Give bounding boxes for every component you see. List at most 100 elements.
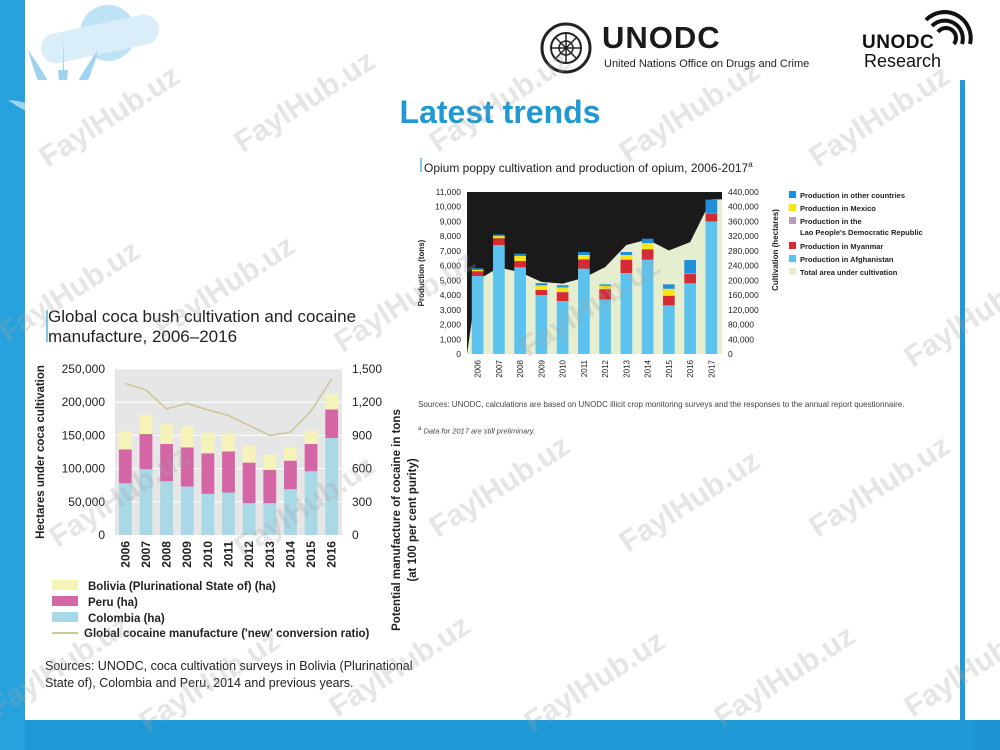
chart2-bar-mexico [514, 255, 526, 262]
chart2-x-tick: 2011 [580, 359, 589, 377]
chart1-y-tick: 250,000 [62, 362, 106, 376]
chart1-bar-bolivia [263, 454, 277, 470]
chart1-bar-bolivia [325, 394, 339, 410]
chart1-legend-label-colombia: Colombia (ha) [88, 613, 165, 625]
chart1-y2-label-line2: (at 100 per cent purity) [407, 458, 419, 582]
chart2-bar-mexico [535, 285, 548, 290]
chart1-bar-peru [118, 449, 132, 484]
chart2-legend-swatch-myanmar [789, 242, 796, 249]
chart1-legend-label-peru: Peru (ha) [88, 597, 138, 609]
chart2-bar-afghanistan [556, 300, 569, 354]
chart2-bar-afghanistan [663, 305, 675, 354]
chart1-y-tick: 50,000 [68, 495, 105, 509]
chart2-bar-afghanistan [620, 273, 633, 354]
chart2-bar-other [471, 268, 484, 270]
chart2-y2-tick: 280,000 [728, 246, 759, 256]
chart2-bar-afghanistan [684, 283, 696, 354]
chart1-legend-label-line: Global cocaine manufacture ('new' conver… [84, 628, 370, 640]
chart2-y2-tick: 440,000 [728, 187, 759, 197]
chart2-y2-tick: 80,000 [728, 320, 754, 330]
chart1-y-tick: 200,000 [62, 395, 106, 409]
chart2-y2-tick: 360,000 [728, 216, 759, 226]
chart1-x-tick: 2014 [283, 541, 297, 568]
chart1-y-label: Hectares under coca cultivation [35, 365, 47, 539]
slide-title: Latest trends [399, 94, 601, 130]
chart2-bar-other [556, 285, 569, 288]
chart2-x-tick: 2007 [495, 359, 504, 377]
chart2-y-tick: 11,000 [436, 187, 462, 197]
chart2-legend-label-lao: Production in the [800, 217, 862, 226]
chart2-y-label: Production (tons) [417, 239, 426, 306]
chart2-bar-other [641, 238, 654, 244]
chart1-bar-colombia [160, 481, 173, 535]
chart2-x-tick: 2016 [686, 359, 695, 377]
chart1-bar-bolivia [284, 447, 297, 461]
opium-chart: 0 1,000 2,000 3,000 4,000 5,000 6,000 7,000 8,00… [417, 187, 923, 378]
chart2-bar-mexico [663, 288, 675, 296]
chart2-bar-mexico [641, 243, 654, 249]
chart2-bar-other [620, 252, 633, 255]
unodc-research-logo: UNODC Research [862, 10, 982, 72]
chart2-y-tick: 8,000 [440, 231, 462, 241]
chart2-bar-mexico [578, 254, 590, 260]
chart1-x-tick: 2015 [304, 541, 318, 568]
chart2-x-tick: 2013 [622, 359, 631, 377]
chart2-x-tick: 2017 [707, 359, 716, 377]
chart2-bar-mexico [556, 287, 569, 292]
chart1-legend-swatch-bolivia [52, 580, 78, 590]
chart2-bar-myanmar [535, 289, 548, 296]
chart1-source: Sources: UNODC, coca cultivation surveys… [45, 659, 413, 690]
chart1-bar-colombia [263, 503, 277, 535]
chart2-legend-label-lao-line2: Lao People's Democratic Republic [800, 228, 923, 237]
right-card [965, 80, 1000, 720]
chart1-y2-tick: 1,500 [352, 362, 382, 376]
chart2-x-tick: 2008 [516, 359, 525, 377]
chart2-bar-myanmar [471, 271, 484, 276]
chart1-bar-colombia [242, 503, 256, 535]
chart2-y-tick: 5,000 [440, 275, 462, 285]
research-logo-title: UNODC [862, 32, 935, 53]
chart2-x-tick: 2015 [665, 359, 674, 377]
chart2-bar-afghanistan [599, 299, 611, 354]
chart2-source: Sources: UNODC, calculations are based o… [418, 400, 905, 409]
chart1-bar-colombia [222, 492, 235, 535]
chart2-bar-myanmar [684, 273, 696, 284]
chart2-y2-tick: 240,000 [728, 261, 759, 271]
chart2-y-tick: 6,000 [440, 261, 462, 271]
chart1-bar-bolivia [242, 446, 256, 463]
chart2-bar-mexico [471, 269, 484, 272]
chart2-y-tick: 0 [456, 349, 461, 359]
chart1-x-tick: 2010 [201, 541, 215, 568]
chart2-bar-mexico [599, 285, 611, 289]
chart2-bar-mexico [493, 236, 505, 239]
chart1-x-tick: 2008 [160, 541, 174, 568]
chart1-bar-bolivia [139, 414, 153, 435]
chart2-legend-swatch-lao [789, 217, 796, 224]
chart1-y-tick: 150,000 [62, 428, 106, 442]
chart2-y-tick: 3,000 [440, 305, 462, 315]
chart2-bar-myanmar [641, 249, 654, 260]
chart1-bar-peru [304, 444, 318, 472]
chart2-y2-tick: 120,000 [728, 305, 759, 315]
chart2-note: a Data for 2017 are still preliminary. [418, 426, 535, 436]
chart2-bar-other [684, 260, 696, 274]
chart2-bar-afghanistan [514, 267, 526, 354]
chart1-y2-tick: 600 [352, 462, 372, 476]
chart1-cocaine-line [125, 378, 333, 437]
chart1-x-tick: 2006 [118, 541, 132, 568]
chart2-note-mark: a [418, 426, 422, 432]
research-logo-subtitle: Research [864, 51, 942, 71]
chart1-bar-colombia [139, 469, 153, 535]
chart1-title: Global coca bush cultivation and cocaine… [48, 307, 357, 346]
chart2-y2-tick: 320,000 [728, 231, 759, 241]
chart1-bar-peru [222, 451, 235, 493]
chart2-y2-tick: 160,000 [728, 290, 759, 300]
chart1-x-tick: 2013 [263, 541, 277, 568]
chart1-y2-tick: 1,200 [352, 395, 382, 409]
chart2-legend-label-other: Production in other countries [800, 191, 905, 200]
chart1-bar-colombia [201, 493, 215, 535]
chart2-x-tick: 2012 [601, 359, 610, 377]
chart2-y-tick: 10,000 [435, 202, 461, 212]
chart2-bar-myanmar [514, 261, 526, 268]
chart2-bar-afghanistan [535, 295, 548, 354]
